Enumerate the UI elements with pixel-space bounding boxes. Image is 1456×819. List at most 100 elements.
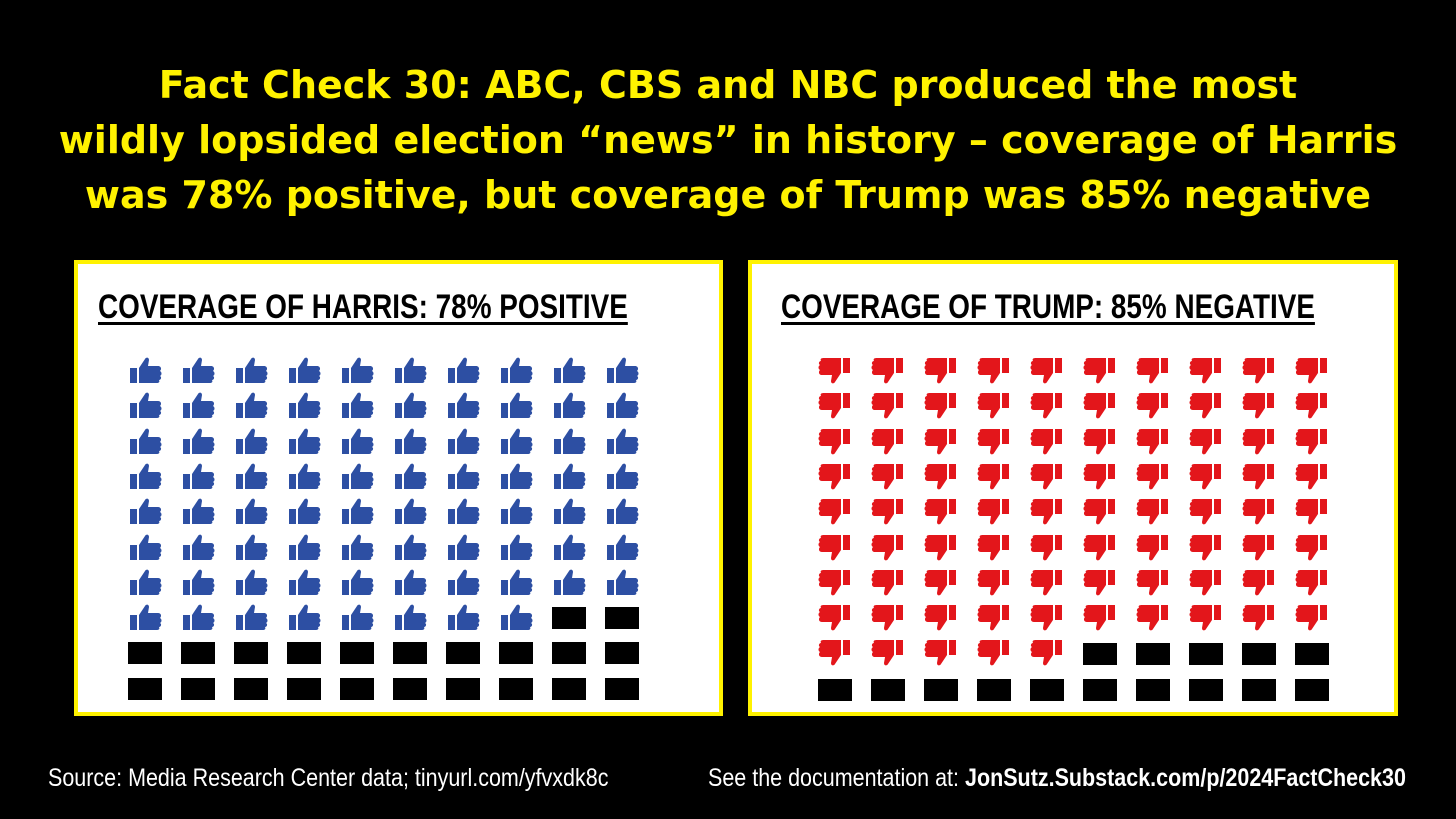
thumbs-up-icon — [287, 569, 321, 595]
trump-waffle-grid — [752, 264, 1394, 712]
empty-cell — [818, 678, 852, 701]
thumbs-up-icon — [393, 463, 427, 489]
thumbs-down-icon — [977, 569, 1011, 596]
thumbs-up-icon — [181, 392, 215, 419]
thumbs-down-icon — [977, 428, 1011, 454]
thumbs-up-icon — [446, 498, 480, 525]
thumbs-down-icon — [1030, 605, 1064, 631]
thumbs-down-icon — [1030, 358, 1064, 384]
thumbs-up-icon — [446, 534, 480, 560]
empty-cell — [1136, 678, 1170, 701]
thumbs-up-icon — [234, 498, 268, 525]
thumbs-up-icon — [552, 498, 586, 525]
thumbs-up-icon — [181, 463, 215, 489]
thumbs-up-icon — [552, 428, 586, 454]
thumbs-down-icon — [818, 358, 852, 384]
thumbs-up-icon — [181, 357, 215, 383]
empty-cell — [181, 642, 215, 665]
thumbs-up-icon — [605, 392, 639, 419]
thumbs-down-icon — [924, 463, 958, 490]
thumbs-down-icon — [977, 358, 1011, 384]
thumbs-up-icon — [340, 392, 374, 419]
thumbs-down-icon — [1189, 358, 1223, 384]
thumbs-down-icon — [1189, 534, 1223, 560]
thumbs-down-icon — [1295, 463, 1329, 490]
thumbs-down-icon — [1083, 358, 1117, 384]
headline: Fact Check 30: ABC, CBS and NBC produced… — [40, 58, 1416, 223]
thumbs-up-icon — [552, 534, 586, 560]
empty-cell — [924, 678, 958, 701]
thumbs-down-icon — [871, 428, 905, 454]
thumbs-up-icon — [340, 498, 374, 525]
headline-line: Fact Check 30: ABC, CBS and NBC produced… — [158, 63, 1298, 107]
empty-cell — [393, 677, 427, 700]
thumbs-up-icon — [499, 357, 533, 383]
empty-cell — [871, 678, 905, 701]
thumbs-down-icon — [924, 358, 958, 384]
empty-cell — [605, 642, 639, 665]
thumbs-down-icon — [871, 534, 905, 560]
thumbs-up-icon — [287, 498, 321, 525]
empty-cell — [552, 642, 586, 665]
thumbs-down-icon — [924, 428, 958, 454]
thumbs-up-icon — [605, 498, 639, 525]
empty-cell — [552, 677, 586, 700]
thumbs-down-icon — [1295, 499, 1329, 525]
thumbs-down-icon — [1136, 499, 1170, 525]
empty-cell — [1136, 643, 1170, 666]
thumbs-up-icon — [234, 357, 268, 383]
thumbs-up-icon — [499, 604, 533, 631]
thumbs-up-icon — [181, 534, 215, 560]
thumbs-down-icon — [1083, 569, 1117, 596]
empty-cell — [1083, 678, 1117, 701]
thumbs-down-icon — [818, 534, 852, 560]
thumbs-up-icon — [552, 392, 586, 419]
thumbs-down-icon — [1136, 463, 1170, 490]
thumbs-down-icon — [1189, 428, 1223, 454]
thumbs-down-icon — [1136, 534, 1170, 560]
empty-cell — [1189, 678, 1223, 701]
thumbs-up-icon — [393, 604, 427, 631]
thumbs-up-icon — [446, 428, 480, 454]
empty-cell — [977, 678, 1011, 701]
thumbs-down-icon — [818, 499, 852, 525]
thumbs-down-icon — [1295, 605, 1329, 631]
empty-cell — [499, 642, 533, 665]
documentation-link[interactable]: JonSutz.Substack.com/p/2024FactCheck30 — [964, 764, 1406, 792]
thumbs-down-icon — [1083, 393, 1117, 419]
empty-cell — [1189, 643, 1223, 666]
thumbs-down-icon — [1136, 428, 1170, 454]
thumbs-down-icon — [818, 428, 852, 454]
thumbs-down-icon — [871, 569, 905, 596]
thumbs-down-icon — [924, 534, 958, 560]
empty-cell — [1295, 643, 1329, 666]
documentation-prefix: See the documentation at: — [708, 764, 965, 792]
thumbs-down-icon — [1242, 569, 1276, 596]
thumbs-down-icon — [1030, 463, 1064, 490]
thumbs-up-icon — [499, 428, 533, 454]
thumbs-down-icon — [1189, 605, 1223, 631]
thumbs-up-icon — [340, 604, 374, 631]
thumbs-down-icon — [871, 499, 905, 525]
trump-panel: COVERAGE OF TRUMP: 85% NEGATIVE — [748, 260, 1398, 716]
thumbs-down-icon — [1242, 428, 1276, 454]
thumbs-up-icon — [552, 569, 586, 595]
thumbs-up-icon — [234, 534, 268, 560]
thumbs-up-icon — [393, 498, 427, 525]
thumbs-down-icon — [871, 358, 905, 384]
empty-cell — [446, 642, 480, 665]
thumbs-down-icon — [1030, 640, 1064, 666]
thumbs-up-icon — [446, 569, 480, 595]
empty-cell — [1242, 678, 1276, 701]
empty-cell — [128, 642, 162, 665]
thumbs-up-icon — [340, 463, 374, 489]
empty-cell — [1083, 643, 1117, 666]
thumbs-up-icon — [234, 428, 268, 454]
thumbs-up-icon — [393, 534, 427, 560]
thumbs-up-icon — [340, 569, 374, 595]
thumbs-down-icon — [871, 640, 905, 666]
thumbs-up-icon — [128, 604, 162, 631]
empty-cell — [605, 607, 639, 630]
thumbs-down-icon — [1083, 605, 1117, 631]
thumbs-up-icon — [181, 428, 215, 454]
